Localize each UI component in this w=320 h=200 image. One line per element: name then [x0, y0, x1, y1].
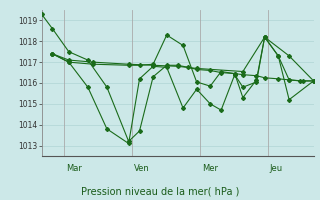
Text: Pression niveau de la mer( hPa ): Pression niveau de la mer( hPa ): [81, 186, 239, 196]
Text: Mer: Mer: [202, 164, 218, 173]
Text: Jeu: Jeu: [270, 164, 283, 173]
Text: Ven: Ven: [134, 164, 149, 173]
Text: Mar: Mar: [66, 164, 82, 173]
